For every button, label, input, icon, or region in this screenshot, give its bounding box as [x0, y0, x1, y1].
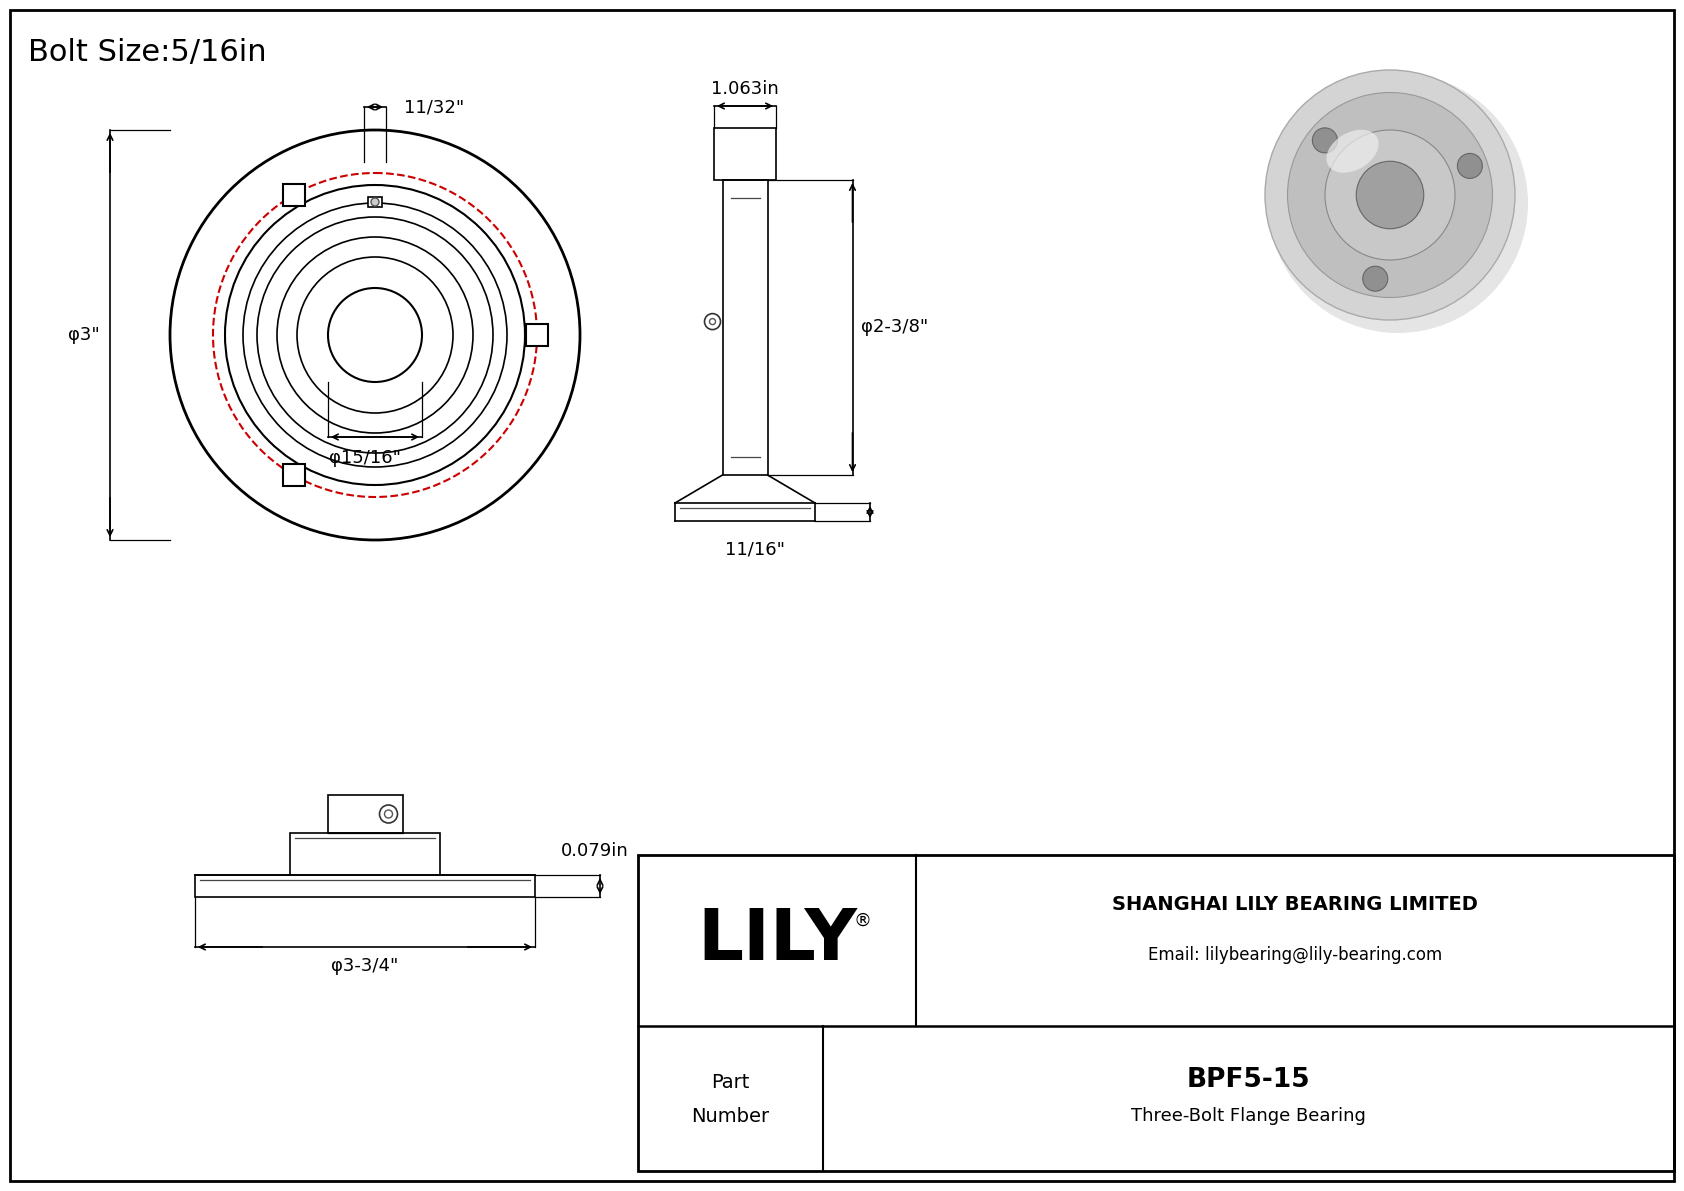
Text: SHANGHAI LILY BEARING LIMITED: SHANGHAI LILY BEARING LIMITED: [1111, 896, 1479, 915]
Text: 11/16": 11/16": [726, 541, 785, 559]
Text: BPF5-15: BPF5-15: [1187, 1067, 1310, 1093]
Circle shape: [1265, 70, 1516, 320]
Text: φ15/16": φ15/16": [328, 449, 401, 467]
Text: φ2-3/8": φ2-3/8": [861, 318, 928, 337]
Text: Email: lilybearing@lily-bearing.com: Email: lilybearing@lily-bearing.com: [1148, 946, 1442, 964]
Circle shape: [370, 198, 379, 206]
Text: Bolt Size:5/16in: Bolt Size:5/16in: [29, 37, 266, 67]
Text: ®: ®: [854, 911, 871, 929]
Text: Part: Part: [711, 1073, 749, 1092]
Bar: [283, 183, 305, 206]
Text: φ3": φ3": [69, 326, 99, 344]
Text: φ3-3/4": φ3-3/4": [332, 958, 399, 975]
Circle shape: [1356, 161, 1423, 229]
Circle shape: [1362, 267, 1388, 292]
Ellipse shape: [1268, 73, 1527, 333]
Circle shape: [1457, 154, 1482, 179]
Text: 0.079in: 0.079in: [561, 842, 628, 860]
Ellipse shape: [1327, 130, 1379, 173]
Text: Number: Number: [692, 1106, 770, 1125]
Circle shape: [1312, 127, 1337, 152]
Bar: [722, 180, 768, 475]
Bar: [714, 127, 776, 180]
Ellipse shape: [1378, 176, 1428, 251]
Circle shape: [1288, 93, 1492, 298]
Bar: [525, 324, 547, 347]
Bar: [195, 875, 536, 897]
Bar: [327, 796, 402, 833]
Text: Three-Bolt Flange Bearing: Three-Bolt Flange Bearing: [1132, 1108, 1366, 1125]
Bar: [638, 855, 1674, 1171]
Text: 1.063in: 1.063in: [711, 80, 780, 98]
Bar: [369, 197, 382, 207]
Bar: [290, 833, 440, 875]
Text: LILY: LILY: [697, 906, 857, 974]
Bar: [283, 464, 305, 486]
Circle shape: [1325, 130, 1455, 260]
Text: 11/32": 11/32": [404, 98, 465, 116]
